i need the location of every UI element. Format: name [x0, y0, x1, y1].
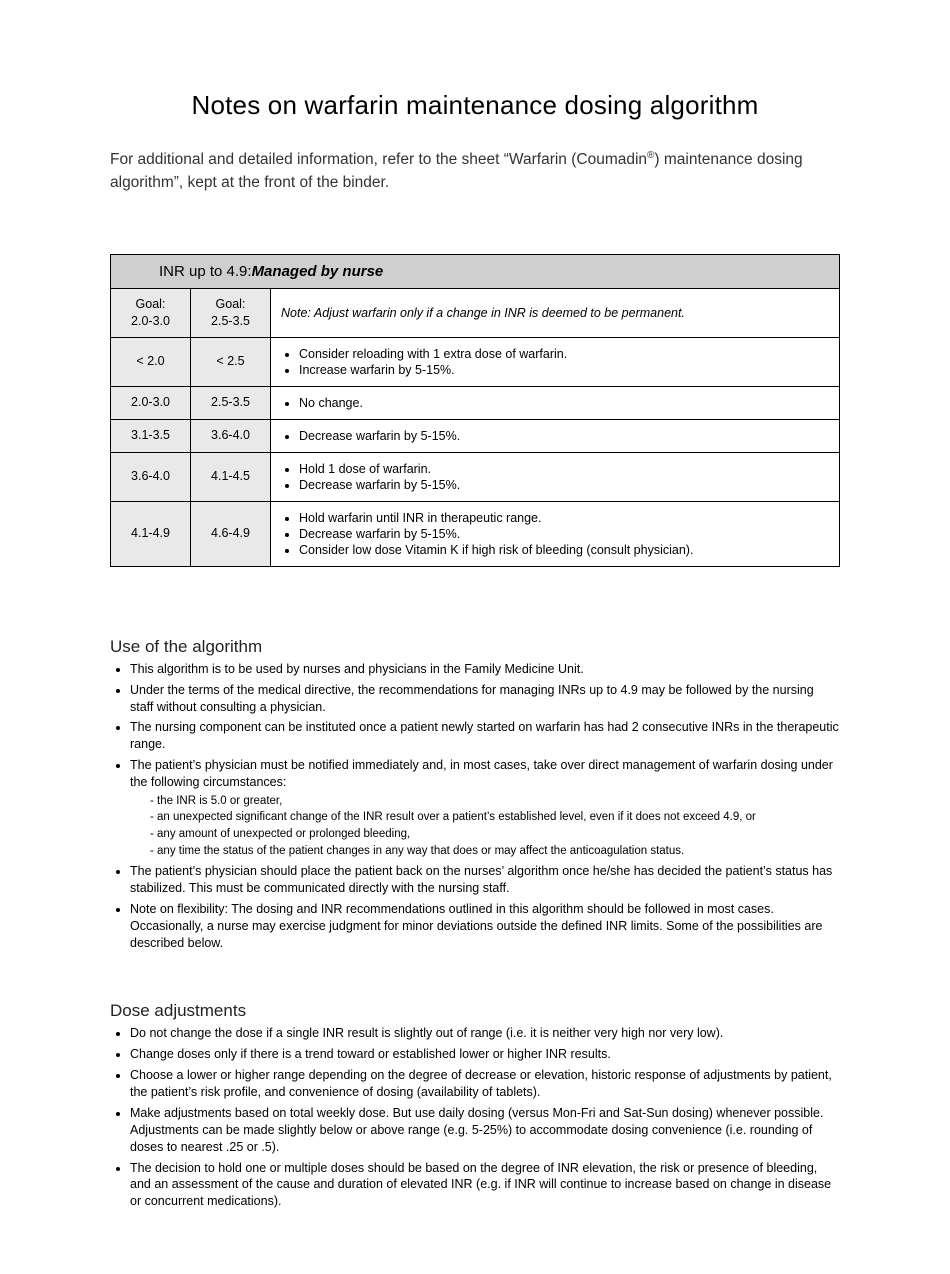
action-cell: Consider reloading with 1 extra dose of … — [271, 337, 840, 386]
action-item: Consider reloading with 1 extra dose of … — [299, 347, 829, 361]
table-row: 3.1-3.53.6-4.0 Decrease warfarin by 5-15%… — [111, 419, 840, 452]
use-list: This algorithm is to be used by nurses a… — [110, 661, 840, 952]
goal1-label: Goal: — [136, 297, 166, 311]
page-title: Notes on warfarin maintenance dosing alg… — [110, 90, 840, 121]
use-subitem: any time the status of the patient chang… — [150, 844, 840, 860]
action-item: Hold warfarin until INR in therapeutic r… — [299, 511, 829, 525]
dose-item: Make adjustments based on total weekly d… — [130, 1105, 840, 1156]
table-header-row: INR up to 4.9: Managed by nurse — [111, 255, 840, 289]
goal1-cell: 2.0-3.0 — [111, 386, 191, 419]
table-row: < 2.0< 2.5 Consider reloading with 1 extr… — [111, 337, 840, 386]
use-item: The patient’s physician should place the… — [130, 863, 840, 897]
goal1-cell: 4.1-4.9 — [111, 501, 191, 566]
goal2-header: Goal: 2.5-3.5 — [191, 289, 271, 338]
table-row: 4.1-4.94.6-4.9 Hold warfarin until INR in… — [111, 501, 840, 566]
inr-table: INR up to 4.9: Managed by nurse Goal: 2.… — [110, 254, 840, 567]
action-cell: Hold 1 dose of warfarin. Decrease warfari… — [271, 452, 840, 501]
use-item: This algorithm is to be used by nurses a… — [130, 661, 840, 678]
goal1-header: Goal: 2.0-3.0 — [111, 289, 191, 338]
dose-heading: Dose adjustments — [110, 1001, 840, 1021]
table-row: 3.6-4.04.1-4.5 Hold 1 dose of warfarin. De… — [111, 452, 840, 501]
goal2-cell: 2.5-3.5 — [191, 386, 271, 419]
use-heading: Use of the algorithm — [110, 637, 840, 657]
use-item: The patient’s physician must be notified… — [130, 757, 840, 859]
table-header: INR up to 4.9: Managed by nurse — [111, 255, 840, 289]
page: Notes on warfarin maintenance dosing alg… — [0, 0, 950, 1274]
dose-list: Do not change the dose if a single INR r… — [110, 1025, 840, 1210]
use-item: The nursing component can be instituted … — [130, 719, 840, 753]
goal2-range: 2.5-3.5 — [211, 314, 250, 328]
goal1-cell: 3.1-3.5 — [111, 419, 191, 452]
goal2-cell: 4.6-4.9 — [191, 501, 271, 566]
action-item: No change. — [299, 396, 829, 410]
dose-item: Choose a lower or higher range depending… — [130, 1067, 840, 1101]
goal1-cell: < 2.0 — [111, 337, 191, 386]
action-item: Consider low dose Vitamin K if high risk… — [299, 543, 829, 557]
table-row: 2.0-3.02.5-3.5 No change. — [111, 386, 840, 419]
table-goal-row: Goal: 2.0-3.0 Goal: 2.5-3.5 Note: Adjust… — [111, 289, 840, 338]
action-item: Decrease warfarin by 5-15%. — [299, 527, 829, 541]
dose-item: Do not change the dose if a single INR r… — [130, 1025, 840, 1042]
goal1-cell: 3.6-4.0 — [111, 452, 191, 501]
goal2-cell: < 2.5 — [191, 337, 271, 386]
intro-text-prefix: For additional and detailed information,… — [110, 151, 647, 168]
action-item: Decrease warfarin by 5-15%. — [299, 429, 829, 443]
dose-item: The decision to hold one or multiple dos… — [130, 1160, 840, 1211]
action-item: Hold 1 dose of warfarin. — [299, 462, 829, 476]
action-cell: Hold warfarin until INR in therapeutic r… — [271, 501, 840, 566]
goal2-cell: 4.1-4.5 — [191, 452, 271, 501]
use-subitem: the INR is 5.0 or greater, — [150, 794, 840, 810]
dose-item: Change doses only if there is a trend to… — [130, 1046, 840, 1063]
goal1-range: 2.0-3.0 — [131, 314, 170, 328]
table-note: Note: Adjust warfarin only if a change i… — [271, 289, 840, 338]
goal2-label: Goal: — [216, 297, 246, 311]
table-header-managed: Managed by nurse — [252, 263, 384, 280]
use-item-text: The patient’s physician must be notified… — [130, 758, 833, 789]
goal2-cell: 3.6-4.0 — [191, 419, 271, 452]
action-cell: No change. — [271, 386, 840, 419]
use-item: Note on flexibility: The dosing and INR … — [130, 901, 840, 952]
use-subitem: an unexpected significant change of the … — [150, 810, 840, 826]
use-sublist: the INR is 5.0 or greater, an unexpected… — [150, 794, 840, 859]
intro-paragraph: For additional and detailed information,… — [110, 149, 840, 194]
action-item: Decrease warfarin by 5-15%. — [299, 478, 829, 492]
action-item: Increase warfarin by 5-15%. — [299, 363, 829, 377]
use-item: Under the terms of the medical directive… — [130, 682, 840, 716]
table-header-lead: INR up to 4.9: — [123, 263, 252, 280]
action-cell: Decrease warfarin by 5-15%. — [271, 419, 840, 452]
use-subitem: any amount of unexpected or prolonged bl… — [150, 827, 840, 843]
